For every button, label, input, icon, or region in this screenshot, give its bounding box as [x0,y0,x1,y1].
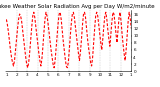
Title: Milwaukee Weather Solar Radiation Avg per Day W/m2/minute: Milwaukee Weather Solar Radiation Avg pe… [0,4,155,9]
